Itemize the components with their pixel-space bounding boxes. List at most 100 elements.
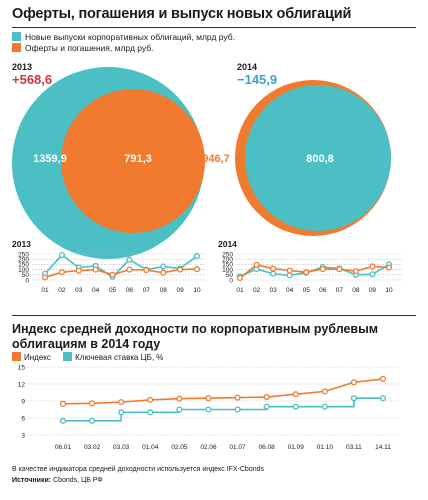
data-point: [59, 400, 67, 407]
data-point: [109, 271, 116, 278]
legend-label: Индекс: [24, 353, 51, 362]
data-point: [143, 267, 150, 274]
data-point: [234, 406, 241, 413]
x-tick-label: 09: [176, 287, 184, 294]
legend-index: Индекс: [12, 352, 51, 362]
circle-offers-2013: [61, 89, 205, 233]
data-point: [41, 274, 49, 281]
x-tick-label: 05: [303, 287, 311, 294]
data-point: [385, 264, 393, 271]
data-point: [236, 274, 244, 281]
x-tick-label: 10: [385, 287, 393, 294]
value-new-issues-2014: 800,8: [306, 153, 334, 165]
data-point: [292, 391, 299, 398]
legend-offers: Оферты и погашения, млрд руб.: [12, 43, 235, 53]
data-point: [177, 266, 184, 273]
x-tick-label: 09: [369, 287, 377, 294]
series-line: [44, 253, 198, 278]
legend-label: Ключевая ставка ЦБ, %: [75, 353, 164, 362]
y-tick-label: 100: [18, 267, 29, 274]
x-tick-label: 02.06: [200, 444, 217, 451]
data-point: [89, 417, 96, 424]
data-point: [147, 409, 154, 416]
data-point: [292, 403, 299, 410]
yield-chart-legend: Индекс Ключевая ставка ЦБ, %: [12, 352, 173, 362]
y-tick-label: 9: [21, 398, 25, 405]
x-tick-label: 02: [253, 287, 261, 294]
data-point: [270, 270, 277, 277]
data-point: [205, 395, 212, 402]
data-point: [379, 395, 387, 402]
y-tick-label: 3: [21, 432, 25, 439]
x-tick-label: 14.11: [375, 444, 391, 451]
series-line: [44, 268, 198, 279]
x-tick-label: 06.01: [55, 444, 72, 451]
y-tick-label: 200: [222, 257, 233, 264]
x-tick-label: 01: [236, 287, 244, 294]
x-tick-label: 01.04: [142, 444, 159, 451]
x-tick-label: 07: [143, 287, 151, 294]
y-tick-label: 150: [222, 262, 233, 269]
data-point: [350, 395, 357, 402]
footnote: В качестве индикатора средней доходности…: [12, 466, 264, 473]
data-point: [193, 266, 201, 273]
data-point: [379, 375, 387, 382]
x-tick-label: 08: [160, 287, 168, 294]
legend-label: Новые выпуски корпоративных облигаций, м…: [25, 32, 235, 42]
y-tick-label: 250: [18, 251, 29, 258]
data-point: [160, 269, 167, 276]
x-tick-label: 01.10: [317, 444, 334, 451]
x-tick-label: 03: [269, 287, 277, 294]
data-point: [321, 403, 328, 410]
legend-swatch-teal: [63, 352, 73, 361]
data-point: [193, 253, 201, 260]
y-tick-label: 15: [18, 364, 26, 371]
x-tick-label: 02.05: [171, 444, 188, 451]
data-point: [270, 265, 277, 272]
x-tick-label: 02: [58, 287, 66, 294]
series-line: [62, 378, 384, 405]
x-tick-label: 06: [319, 287, 327, 294]
legend-key-rate: Ключевая ставка ЦБ, %: [63, 352, 164, 362]
data-point: [58, 251, 65, 259]
x-tick-label: 07: [336, 287, 344, 294]
x-tick-label: 01.07: [229, 444, 246, 451]
x-tick-label: 03.11: [346, 444, 362, 451]
y-tick-label: 0: [229, 277, 233, 284]
series-line: [239, 264, 390, 279]
y-tick-label: 0: [25, 277, 29, 284]
data-point: [234, 394, 241, 401]
data-point: [253, 261, 260, 268]
data-point: [205, 406, 212, 413]
chart-title: 2014: [218, 239, 237, 249]
data-point: [75, 267, 82, 274]
value-offers-2013: 791,3: [124, 153, 152, 165]
y-tick-label: 150: [18, 262, 29, 269]
x-tick-label: 08: [352, 287, 360, 294]
x-tick-label: 04: [286, 287, 294, 294]
value-offers-2014: 946,7: [202, 153, 230, 165]
x-tick-label: 06: [126, 287, 134, 294]
chart-title: 2013: [12, 239, 31, 249]
data-point: [336, 266, 343, 273]
circles-2014: 2014 −145,9 800,8 946,7: [202, 62, 391, 236]
data-point: [319, 266, 326, 273]
x-tick-label: 03.03: [113, 444, 130, 451]
data-point: [263, 403, 270, 410]
data-point: [176, 406, 183, 413]
data-point: [321, 388, 328, 395]
circle-new-issues-2014: [245, 85, 391, 231]
x-tick-label: 01.09: [288, 444, 305, 451]
x-tick-label: 01: [41, 287, 49, 294]
data-point: [303, 269, 310, 276]
x-tick-label: 03: [75, 287, 83, 294]
x-tick-label: 05: [109, 287, 117, 294]
legend-swatch-orange: [12, 352, 21, 361]
diff-label-2014: −145,9: [237, 72, 277, 87]
data-point: [126, 256, 133, 263]
diff-label-2013: +568,6: [12, 72, 52, 87]
y-tick-label: 50: [22, 272, 30, 279]
data-point: [126, 266, 133, 273]
x-tick-label: 03.02: [84, 444, 101, 451]
